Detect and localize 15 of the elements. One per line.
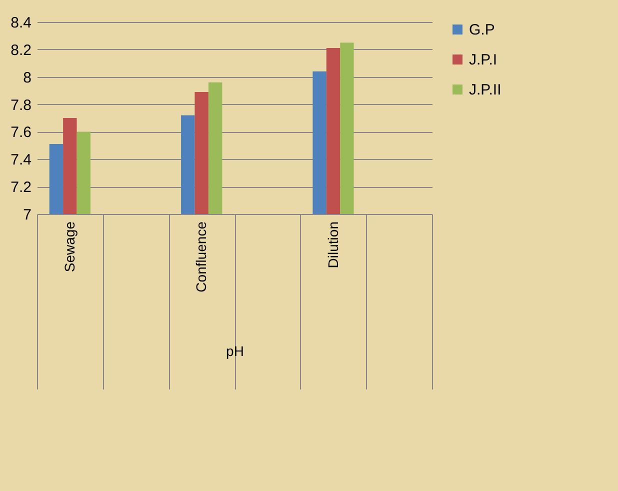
x-tick-label: Confluence	[193, 221, 210, 292]
y-tick-label: 7.4	[10, 152, 32, 169]
x-axis-title: pH	[226, 343, 244, 359]
y-tick-label: 8.2	[10, 42, 32, 59]
y-tick-label: 7.6	[10, 124, 32, 142]
legend-label: J.P.II	[469, 82, 502, 98]
y-tick-label: 8.4	[10, 14, 32, 32]
y-tick-label: 7.2	[10, 179, 32, 196]
y-tick-label: 7.8	[10, 96, 32, 114]
legend-label: J.P.I	[469, 52, 498, 68]
legend-label: G.P	[469, 22, 495, 38]
y-tick-label: 8	[23, 69, 32, 86]
x-tick-label: Sewage	[61, 221, 78, 272]
x-tick-label: Dilution	[324, 222, 341, 268]
y-tick-label: 7	[23, 206, 32, 224]
